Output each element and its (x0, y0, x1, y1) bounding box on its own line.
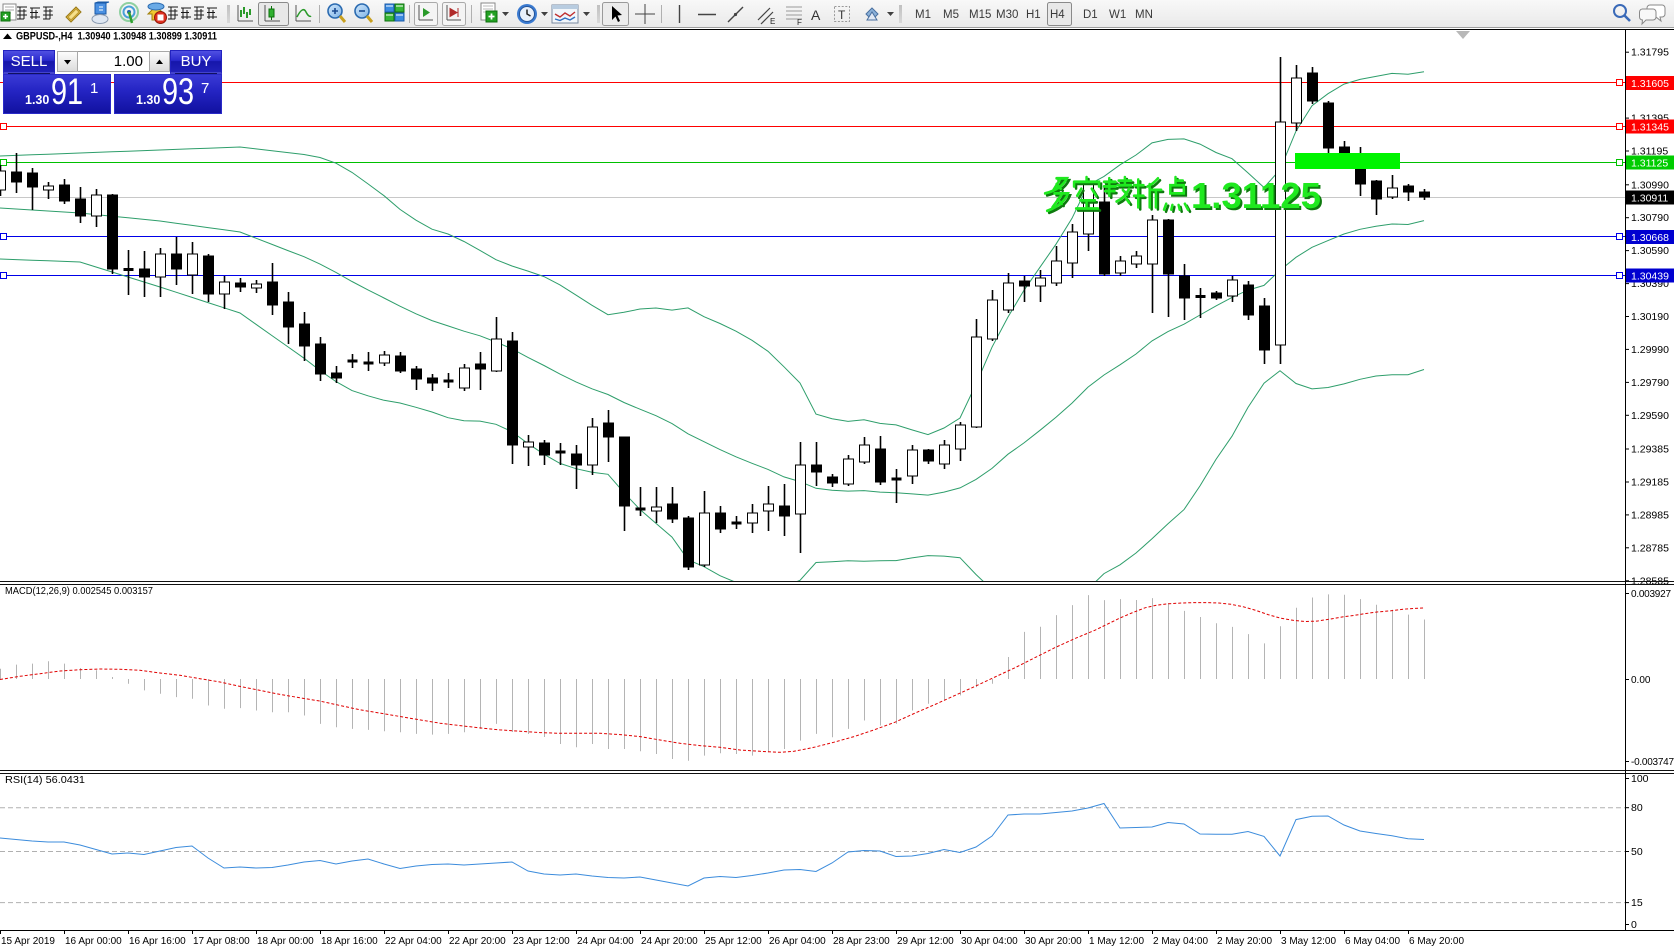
svg-text:1.28985: 1.28985 (1631, 509, 1669, 521)
svg-text:1.31345: 1.31345 (1631, 122, 1669, 134)
svg-text:1.30990: 1.30990 (1631, 179, 1669, 191)
svg-text:M1: M1 (915, 9, 931, 21)
svg-text:1.30590: 1.30590 (1631, 245, 1669, 257)
svg-text:E: E (770, 17, 775, 26)
svg-text:24 Apr 20:00: 24 Apr 20:00 (641, 936, 698, 947)
svg-text:1 May 12:00: 1 May 12:00 (1089, 936, 1144, 947)
svg-text:18 Apr 16:00: 18 Apr 16:00 (321, 936, 378, 947)
svg-text:A: A (811, 7, 821, 23)
svg-text:H1: H1 (1026, 9, 1041, 21)
svg-text:1.31795: 1.31795 (1631, 47, 1669, 59)
svg-text:W1: W1 (1109, 9, 1126, 21)
svg-text:1.30439: 1.30439 (1631, 271, 1669, 283)
svg-text:1.29790: 1.29790 (1631, 377, 1669, 389)
svg-text:H4: H4 (1050, 9, 1065, 21)
svg-text:26 Apr 04:00: 26 Apr 04:00 (769, 936, 826, 947)
svg-text:17 Apr 08:00: 17 Apr 08:00 (193, 936, 250, 947)
svg-text:50: 50 (1631, 846, 1643, 858)
svg-text:1.30190: 1.30190 (1631, 311, 1669, 323)
svg-text:0.003927: 0.003927 (1631, 589, 1671, 600)
svg-text:1.29990: 1.29990 (1631, 344, 1669, 356)
svg-text:6 May 20:00: 6 May 20:00 (1409, 936, 1464, 947)
svg-text:F: F (797, 18, 802, 27)
svg-text:1.30668: 1.30668 (1631, 232, 1669, 244)
svg-text:1.29185: 1.29185 (1631, 477, 1669, 489)
svg-text:1.28785: 1.28785 (1631, 542, 1669, 554)
svg-text:T: T (838, 8, 846, 22)
svg-text:1.31125: 1.31125 (1631, 158, 1668, 170)
svg-text:23 Apr 12:00: 23 Apr 12:00 (513, 936, 570, 947)
svg-text:24 Apr 04:00: 24 Apr 04:00 (577, 936, 634, 947)
svg-text:GBPUSD-,H4 1.30940 1.30948 1.: GBPUSD-,H4 1.30940 1.30948 1.30899 1.309… (16, 31, 217, 43)
svg-text:1.29590: 1.29590 (1631, 410, 1669, 422)
svg-text:M5: M5 (943, 9, 959, 21)
svg-text:25 Apr 12:00: 25 Apr 12:00 (705, 936, 762, 947)
svg-text:16 Apr 16:00: 16 Apr 16:00 (129, 936, 186, 947)
svg-text:1.31605: 1.31605 (1631, 78, 1669, 90)
svg-text:1.30911: 1.30911 (1631, 193, 1668, 205)
svg-text:30 Apr 04:00: 30 Apr 04:00 (961, 936, 1018, 947)
svg-text:29 Apr 12:00: 29 Apr 12:00 (897, 936, 954, 947)
svg-text:0: 0 (1631, 919, 1637, 931)
svg-text:28 Apr 23:00: 28 Apr 23:00 (833, 936, 890, 947)
svg-text:1.31125: 1.31125 (1193, 177, 1323, 218)
svg-text:22 Apr 04:00: 22 Apr 04:00 (385, 936, 442, 947)
svg-text:D1: D1 (1083, 9, 1098, 21)
svg-text:0.00: 0.00 (1631, 675, 1651, 686)
svg-text:22 Apr 20:00: 22 Apr 20:00 (449, 936, 506, 947)
svg-text:80: 80 (1631, 802, 1643, 814)
svg-text:16 Apr 00:00: 16 Apr 00:00 (65, 936, 122, 947)
svg-text:MN: MN (1135, 9, 1153, 21)
svg-text:1.31125: 1.31125 (1191, 175, 1321, 216)
svg-text:6 May 04:00: 6 May 04:00 (1345, 936, 1400, 947)
svg-text:RSI(14) 56.0431: RSI(14) 56.0431 (5, 774, 85, 786)
svg-text:1.31195: 1.31195 (1631, 146, 1668, 158)
svg-text:3 May 12:00: 3 May 12:00 (1281, 936, 1336, 947)
svg-text:M15: M15 (969, 9, 991, 21)
svg-text:-0.003747: -0.003747 (1631, 757, 1674, 768)
svg-text:100: 100 (1631, 773, 1649, 785)
svg-text:1.30790: 1.30790 (1631, 212, 1669, 224)
svg-text:M30: M30 (996, 9, 1018, 21)
svg-text:1.29385: 1.29385 (1631, 444, 1669, 456)
svg-text:MACD(12,26,9) 0.002545 0.00315: MACD(12,26,9) 0.002545 0.003157 (5, 585, 153, 597)
svg-text:15 Apr 2019: 15 Apr 2019 (1, 936, 55, 947)
svg-text:2 May 04:00: 2 May 04:00 (1153, 936, 1208, 947)
svg-text:18 Apr 00:00: 18 Apr 00:00 (257, 936, 314, 947)
svg-text:2 May 20:00: 2 May 20:00 (1217, 936, 1272, 947)
svg-text:15: 15 (1631, 897, 1643, 909)
svg-text:30 Apr 20:00: 30 Apr 20:00 (1025, 936, 1082, 947)
